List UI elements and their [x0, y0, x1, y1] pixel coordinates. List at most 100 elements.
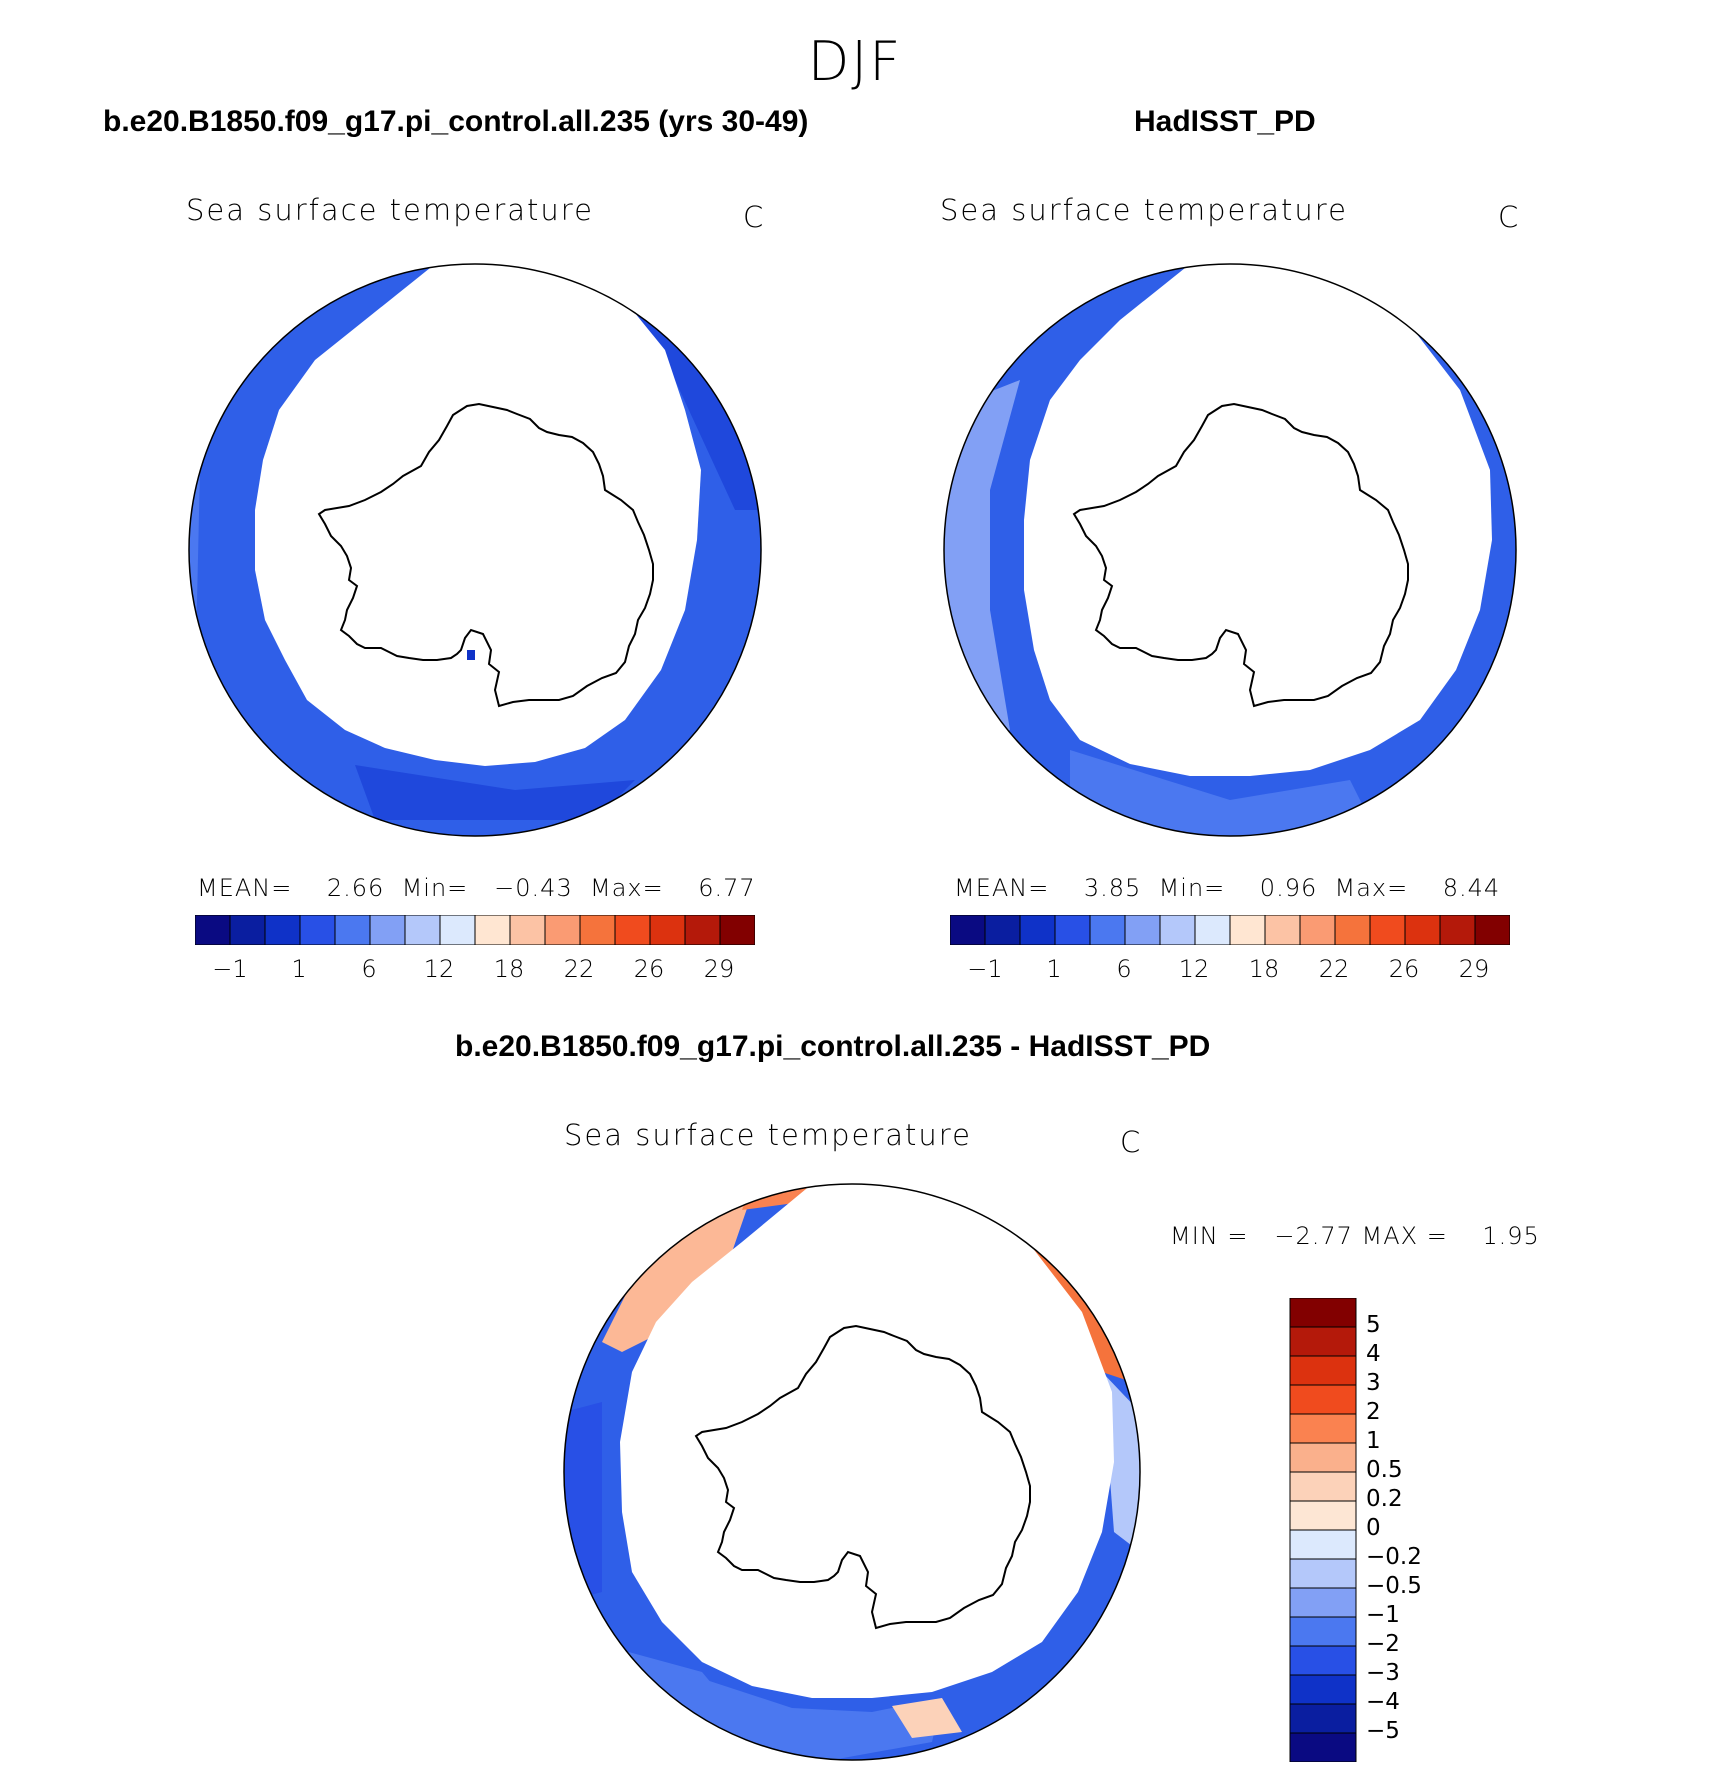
colorbar-tick: 26	[1388, 955, 1420, 983]
colorbar-swatch	[439, 915, 476, 945]
diff-map-border	[563, 1183, 1141, 1761]
colorbar-tick: 29	[703, 955, 735, 983]
diff-colorbar-tick: −3	[1366, 1660, 1400, 1686]
colorbar-swatch	[509, 915, 546, 945]
colorbar-tick: −1	[212, 955, 248, 983]
diff-colorbar-tick: −2	[1366, 1631, 1400, 1657]
panel2-map-border	[943, 263, 1517, 837]
colorbar-swatch	[649, 915, 686, 945]
colorbar-swatch	[544, 915, 581, 945]
diff-colorbar-tick: 0.5	[1366, 1457, 1403, 1483]
panel1-map-border	[188, 263, 762, 837]
colorbar-swatch	[264, 915, 301, 945]
colorbar-swatch	[684, 915, 721, 945]
diff-colorbar-swatch	[1289, 1355, 1357, 1386]
panel1-colorbar-ticks: −1 1 6 12 18 22 26 29	[195, 955, 755, 985]
panel1-max-label: Max=	[589, 874, 664, 902]
diff-colorbar-tick: 1	[1366, 1428, 1381, 1454]
colorbar-swatch	[404, 915, 441, 945]
panel2-stats: MEAN= 3.85 Min= 0.96 Max= 8.44	[954, 874, 1500, 902]
panel1-stats: MEAN= 2.66 Min= −0.43 Max= 6.77	[197, 874, 756, 902]
colorbar-swatch	[334, 915, 371, 945]
panel2-case-title: HadISST_PD	[1134, 105, 1316, 138]
colorbar-swatch	[1124, 915, 1161, 945]
diff-colorbar-tick: −1	[1366, 1602, 1400, 1628]
diff-colorbar-swatch	[1289, 1732, 1357, 1762]
figure-title: DJF	[807, 30, 903, 93]
panel1-mean-label: MEAN=	[197, 874, 293, 902]
panel2-colorbar-ticks: −1 1 6 12 18 22 26 29	[950, 955, 1510, 985]
colorbar-tick: 12	[1178, 955, 1210, 983]
panel2-min-label: Min=	[1158, 874, 1226, 902]
panel2-colorbar	[950, 915, 1510, 945]
diff-colorbar-swatch	[1289, 1326, 1357, 1357]
diff-colorbar-tick: −0.5	[1366, 1573, 1422, 1599]
diff-colorbar-tick: 4	[1366, 1341, 1381, 1367]
diff-colorbar-swatch	[1289, 1500, 1357, 1531]
diff-colorbar-swatch	[1289, 1298, 1357, 1328]
diff-colorbar-swatch	[1289, 1703, 1357, 1734]
diff-warm-patch-south	[892, 1698, 962, 1738]
diff-colorbar-tick: 0.2	[1366, 1486, 1403, 1512]
colorbar-tick: 26	[633, 955, 665, 983]
colorbar-swatch	[1439, 915, 1476, 945]
colorbar-swatch	[1194, 915, 1231, 945]
colorbar-swatch	[1334, 915, 1371, 945]
colorbar-swatch	[474, 915, 511, 945]
diff-colorbar-tick: −0.2	[1366, 1544, 1422, 1570]
colorbar-swatch	[614, 915, 651, 945]
colorbar-swatch	[299, 915, 336, 945]
colorbar-swatch	[1369, 915, 1406, 945]
diff-variable-title: Sea surface temperature	[564, 1118, 972, 1152]
diff-colorbar-tick: 3	[1366, 1370, 1381, 1396]
colorbar-tick: 12	[423, 955, 455, 983]
colorbar-swatch	[229, 915, 266, 945]
diff-colorbar-swatch	[1289, 1645, 1357, 1676]
colorbar-tick: 29	[1458, 955, 1490, 983]
colorbar-swatch	[369, 915, 406, 945]
diff-colorbar-swatch	[1289, 1587, 1357, 1618]
panel2-units: C	[1498, 200, 1519, 234]
panel2-variable-title: Sea surface temperature	[940, 193, 1348, 227]
colorbar-tick: 18	[493, 955, 525, 983]
panel1-cold-band-south	[355, 765, 635, 820]
colorbar-swatch	[984, 915, 1021, 945]
colorbar-tick: 6	[361, 955, 377, 983]
colorbar-swatch	[579, 915, 616, 945]
diff-colorbar-swatch	[1289, 1558, 1357, 1589]
colorbar-swatch	[950, 915, 986, 945]
colorbar-tick: 1	[1046, 955, 1062, 983]
colorbar-swatch	[1474, 915, 1510, 945]
colorbar-tick: 18	[1248, 955, 1280, 983]
colorbar-swatch	[1264, 915, 1301, 945]
diff-colorbar-tick: −5	[1366, 1718, 1400, 1744]
diff-colorbar	[1289, 1298, 1357, 1762]
colorbar-swatch	[1019, 915, 1056, 945]
panel2-max-value: 8.44	[1442, 874, 1501, 902]
diff-colorbar-swatch	[1289, 1529, 1357, 1560]
colorbar-swatch	[195, 915, 231, 945]
diff-warm-northwest	[602, 1194, 752, 1352]
diff-case-title: b.e20.B1850.f09_g17.pi_control.all.235 -…	[455, 1030, 1211, 1063]
colorbar-swatch	[1089, 915, 1126, 945]
panel2-min-value: 0.96	[1259, 874, 1318, 902]
panel1-max-value: 6.77	[698, 874, 756, 902]
panel1-min-label: Min=	[401, 874, 469, 902]
colorbar-swatch	[1404, 915, 1441, 945]
diff-colorbar-tick: 2	[1366, 1399, 1381, 1425]
colorbar-tick: −1	[967, 955, 1003, 983]
panel2-polar-map	[943, 263, 1517, 837]
panel2-mean-value: 3.85	[1083, 874, 1142, 902]
diff-colorbar-tick: 5	[1366, 1312, 1381, 1338]
panel1-variable-title: Sea surface temperature	[186, 193, 594, 227]
panel1-inland-cell	[467, 650, 475, 660]
diff-mid-south	[682, 1672, 942, 1760]
diff-colorbar-swatch	[1289, 1616, 1357, 1647]
panel1-case-title: b.e20.B1850.f09_g17.pi_control.all.235 (…	[103, 105, 809, 138]
diff-units: C	[1120, 1125, 1141, 1159]
diff-colorbar-swatch	[1289, 1674, 1357, 1705]
panel1-polar-map	[188, 263, 762, 837]
colorbar-tick: 1	[291, 955, 307, 983]
diff-colorbar-swatch	[1289, 1384, 1357, 1415]
